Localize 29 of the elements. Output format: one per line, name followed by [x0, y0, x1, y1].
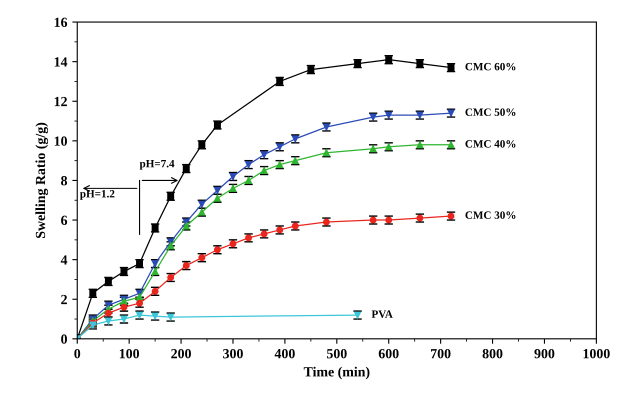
- y-tick-label: 12: [54, 96, 67, 106]
- x-tick-label: 1000: [584, 348, 610, 358]
- y-tick-label: 4: [60, 255, 68, 264]
- y-tick-label: 14: [54, 57, 68, 66]
- x-tick-label: 900: [534, 348, 554, 358]
- y-tick-label: 8: [61, 176, 68, 186]
- y-tick-label: 16: [54, 18, 68, 28]
- series-label: CMC 30%: [465, 211, 516, 219]
- x-axis-title: Time (min): [304, 366, 370, 380]
- y-tick-label: 10: [54, 136, 67, 146]
- y-axis-title: Swelling Ratio (g/g): [35, 122, 48, 238]
- series-label: CMC 60%: [465, 62, 516, 70]
- y-tick-label: 6: [61, 216, 68, 226]
- annotation: pH=7.4: [140, 160, 174, 170]
- y-tick-label: 0: [61, 334, 67, 344]
- series-label: CMC 50%: [465, 108, 516, 116]
- x-tick-label: 700: [431, 348, 451, 358]
- x-tick-label: 500: [326, 348, 347, 358]
- x-tick-label: 400: [274, 348, 295, 358]
- series-label: PVA: [372, 310, 393, 318]
- x-tick-label: 300: [223, 348, 243, 358]
- x-tick-label: 600: [378, 348, 399, 358]
- x-tick-label: 800: [482, 348, 502, 358]
- y-tick-label: 2: [61, 294, 67, 304]
- x-tick-label: 200: [171, 348, 191, 358]
- x-tick-label: 100: [120, 348, 140, 358]
- annotation: pH=1.2: [80, 190, 114, 200]
- series-label: CMC 40%: [465, 140, 516, 148]
- x-tick-label: 0: [74, 348, 80, 358]
